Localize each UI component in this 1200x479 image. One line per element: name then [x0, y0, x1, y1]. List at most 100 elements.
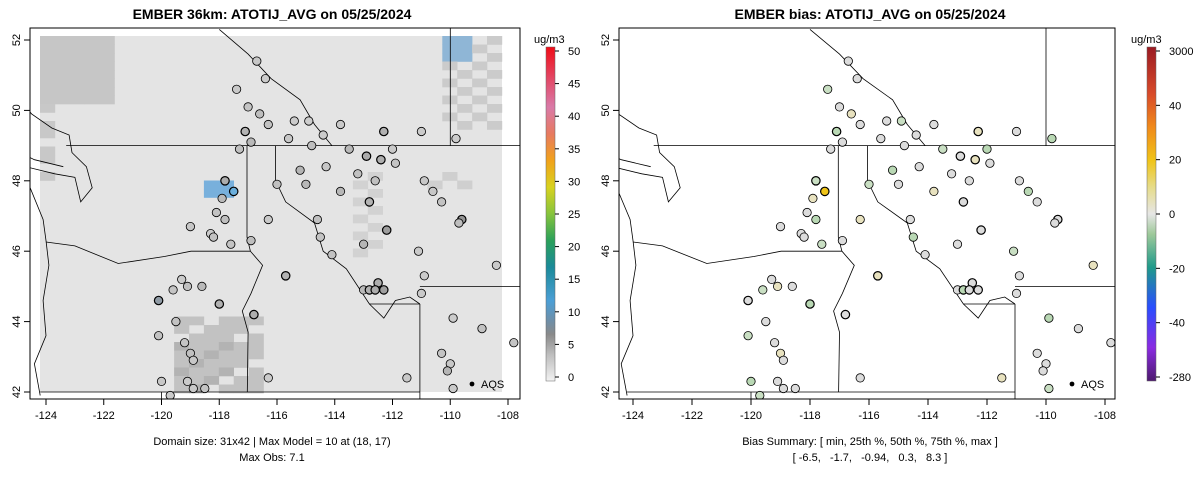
station-marker	[381, 225, 392, 235]
station-marker	[808, 193, 818, 203]
station-marker	[509, 338, 519, 348]
station-marker	[840, 309, 851, 320]
station-marker	[852, 74, 862, 84]
station-marker	[811, 214, 821, 225]
station-marker	[451, 134, 461, 144]
station-marker	[272, 179, 282, 189]
station-marker	[454, 218, 464, 228]
model-grid-cell	[84, 61, 100, 71]
model-grid-cell	[457, 53, 473, 62]
station-marker	[252, 56, 262, 66]
station-marker	[746, 376, 756, 386]
right-colorbar: ug/m3 3000 40 20 0 -20 -40 -280	[1131, 34, 1193, 384]
station-marker	[976, 225, 986, 235]
model-grid-cell	[69, 70, 85, 79]
x-tick-label: -118	[799, 410, 820, 422]
station-marker	[246, 137, 256, 147]
y-tick-label: 44	[600, 315, 612, 327]
model-grid-cell	[54, 53, 71, 62]
model-grid-cell	[69, 53, 85, 62]
model-grid-cell	[367, 189, 383, 198]
station-marker	[743, 295, 753, 306]
station-marker	[973, 126, 983, 137]
y-tick-label: 44	[11, 315, 23, 327]
model-grid-cell	[233, 350, 249, 360]
model-grid-cell	[189, 333, 205, 343]
model-grid-cell	[174, 325, 190, 334]
right-footer-line-2: [ -6.5, -1.7, -0.94, 0.3, 8.3 ]	[793, 452, 948, 464]
station-marker	[952, 239, 963, 249]
model-grid-cell	[54, 95, 71, 105]
model-grid-cell	[40, 87, 56, 96]
station-marker	[321, 162, 331, 172]
x-tick-label: -120	[150, 410, 172, 422]
model-grid-cell	[40, 172, 56, 181]
model-grid-cell	[84, 78, 100, 88]
station-marker	[154, 331, 164, 341]
model-grid-cell	[218, 359, 234, 368]
station-marker	[171, 316, 181, 327]
station-marker	[1073, 323, 1084, 334]
model-grid-cell	[203, 180, 220, 190]
station-marker	[353, 169, 363, 179]
station-marker	[920, 250, 930, 260]
model-grid-cell	[40, 44, 56, 54]
y-tick-label: 48	[600, 175, 612, 187]
model-grid-fill	[40, 36, 502, 392]
right-colorbar-ticks: 3000 40 20 0 -20 -40 -280	[1156, 46, 1193, 384]
station-marker	[255, 109, 265, 119]
map-outline	[369, 296, 421, 319]
station-marker	[914, 162, 924, 172]
model-grid-cell	[457, 104, 473, 113]
model-grid-cell	[233, 384, 249, 394]
left-colorbar-ramp	[545, 46, 556, 382]
model-grid-cell	[203, 350, 220, 360]
model-grid-cell	[457, 121, 473, 130]
model-grid-cell	[218, 342, 234, 351]
model-grid-cell	[40, 155, 56, 164]
left-plot-frame	[29, 27, 521, 400]
colorbar-tick-label: 50	[568, 46, 580, 58]
model-grid-cell	[54, 44, 71, 54]
model-grid-cell	[69, 87, 85, 96]
station-marker	[758, 285, 768, 295]
x-tick-label: -124	[622, 410, 644, 422]
station-marker	[228, 186, 239, 197]
station-marker	[767, 274, 777, 284]
station-marker	[985, 158, 995, 168]
model-grid-cell	[427, 180, 443, 190]
station-marker	[214, 299, 225, 309]
station-marker	[946, 169, 957, 179]
station-marker	[283, 134, 294, 144]
model-grid-cell	[487, 70, 503, 79]
model-grid-cell	[352, 214, 369, 224]
model-grid-cell	[54, 87, 71, 96]
map-outline	[30, 111, 93, 396]
model-grid-cell	[69, 61, 85, 71]
station-marker	[1011, 126, 1022, 137]
x-tick-label: -118	[209, 410, 230, 422]
map-outline	[809, 29, 926, 146]
station-marker	[1032, 348, 1042, 358]
model-grid-cell	[442, 172, 458, 181]
model-grid-cell	[203, 325, 220, 334]
station-marker	[929, 186, 939, 196]
station-marker	[180, 338, 190, 348]
model-grid-cell	[472, 44, 488, 54]
model-grid-cell	[203, 333, 220, 343]
model-grid-cell	[352, 197, 369, 207]
left-colorbar-ticks: 0 5 10 15 20 25 30 35 40 45 50	[555, 46, 580, 384]
station-marker	[387, 144, 398, 154]
station-marker	[855, 119, 865, 130]
station-marker	[361, 151, 372, 161]
model-grid-cell	[174, 350, 190, 360]
map-outline	[619, 158, 651, 168]
model-grid-cell	[233, 359, 249, 368]
model-grid-cell	[99, 61, 115, 71]
station-marker	[448, 383, 458, 394]
station-marker	[153, 295, 164, 306]
model-grid-cell	[367, 206, 383, 215]
station-marker	[188, 383, 198, 394]
station-marker	[364, 197, 375, 207]
station-marker	[964, 285, 975, 295]
